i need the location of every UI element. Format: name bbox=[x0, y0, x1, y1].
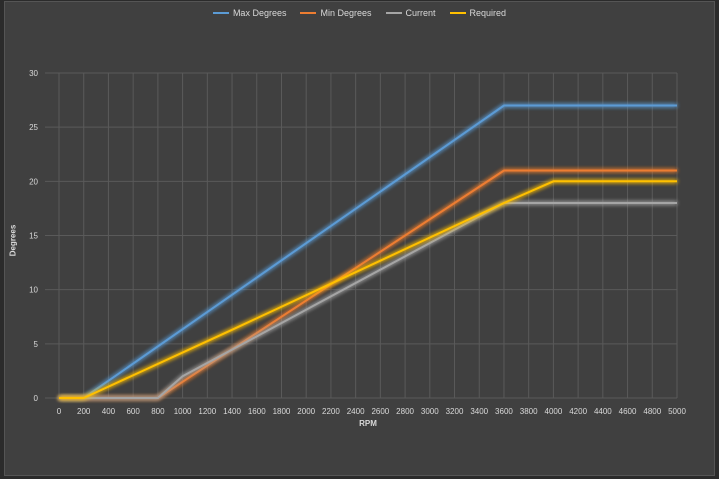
legend-label-required: Required bbox=[469, 8, 507, 18]
gridlines bbox=[45, 72, 678, 399]
x-tick-label: 600 bbox=[126, 407, 140, 416]
series-line-required bbox=[59, 180, 677, 399]
x-tick-label: 1400 bbox=[223, 407, 241, 416]
x-axis-title: RPM bbox=[359, 419, 377, 428]
x-tick-label: 3600 bbox=[495, 407, 513, 416]
x-tick-label: 2000 bbox=[297, 407, 315, 416]
x-tick-label: 800 bbox=[151, 407, 165, 416]
y-tick-label: 0 bbox=[34, 394, 39, 403]
series-line-current bbox=[59, 202, 677, 399]
y-axis-title: Degrees bbox=[8, 224, 18, 257]
x-tick-label: 1200 bbox=[198, 407, 216, 416]
x-tick-label: 4000 bbox=[545, 407, 563, 416]
x-tick-label: 400 bbox=[102, 407, 116, 416]
x-tick-label: 2600 bbox=[371, 407, 389, 416]
series-lines bbox=[59, 104, 677, 399]
x-tick-label: 2200 bbox=[322, 407, 340, 416]
y-tick-label: 10 bbox=[29, 286, 38, 295]
y-tick-label: 25 bbox=[29, 123, 38, 132]
x-tick-label: 2400 bbox=[347, 407, 365, 416]
x-tick-label: 2800 bbox=[396, 407, 414, 416]
x-tick-label: 4800 bbox=[643, 407, 661, 416]
legend-swatch-required bbox=[449, 12, 466, 14]
x-tick-label: 0 bbox=[57, 407, 62, 416]
legend-label-current: Current bbox=[405, 8, 436, 18]
legend-swatch-max-degrees bbox=[212, 12, 229, 14]
x-tick-label: 3200 bbox=[446, 407, 464, 416]
legend-label-min-degrees: Min Degrees bbox=[320, 8, 372, 18]
x-tick-label: 4400 bbox=[594, 407, 612, 416]
x-tick-label: 3800 bbox=[520, 407, 538, 416]
legend-item-current: Current bbox=[385, 8, 436, 18]
x-tick-label: 3000 bbox=[421, 407, 439, 416]
y-tick-label: 20 bbox=[29, 177, 38, 186]
legend-item-max-degrees: Max Degrees bbox=[212, 8, 287, 18]
x-tick-label: 5000 bbox=[668, 407, 686, 416]
series-line-max-degrees bbox=[59, 104, 677, 399]
x-tick-label: 4200 bbox=[569, 407, 587, 416]
legend: Max Degrees Min Degrees Current Required bbox=[0, 8, 719, 18]
x-tick-label: 1000 bbox=[174, 407, 192, 416]
y-tick-label: 30 bbox=[29, 69, 38, 78]
legend-swatch-min-degrees bbox=[300, 12, 317, 14]
tick-labels: 0 5 10 15 20 25 30 0 200 400 600 800 1000 1200 1400 160… bbox=[29, 69, 686, 416]
chart-area bbox=[4, 1, 715, 476]
legend-swatch-current bbox=[385, 12, 402, 14]
x-tick-label: 3400 bbox=[470, 407, 488, 416]
x-tick-label: 200 bbox=[77, 407, 91, 416]
series-line-min-degrees bbox=[59, 169, 677, 399]
y-tick-label: 5 bbox=[34, 340, 39, 349]
x-tick-label: 1600 bbox=[248, 407, 266, 416]
x-tick-label: 1800 bbox=[273, 407, 291, 416]
y-tick-label: 15 bbox=[29, 232, 38, 241]
legend-item-min-degrees: Min Degrees bbox=[300, 8, 372, 18]
legend-item-required: Required bbox=[449, 8, 507, 18]
x-tick-label: 4600 bbox=[619, 407, 637, 416]
legend-label-max-degrees: Max Degrees bbox=[232, 8, 287, 18]
